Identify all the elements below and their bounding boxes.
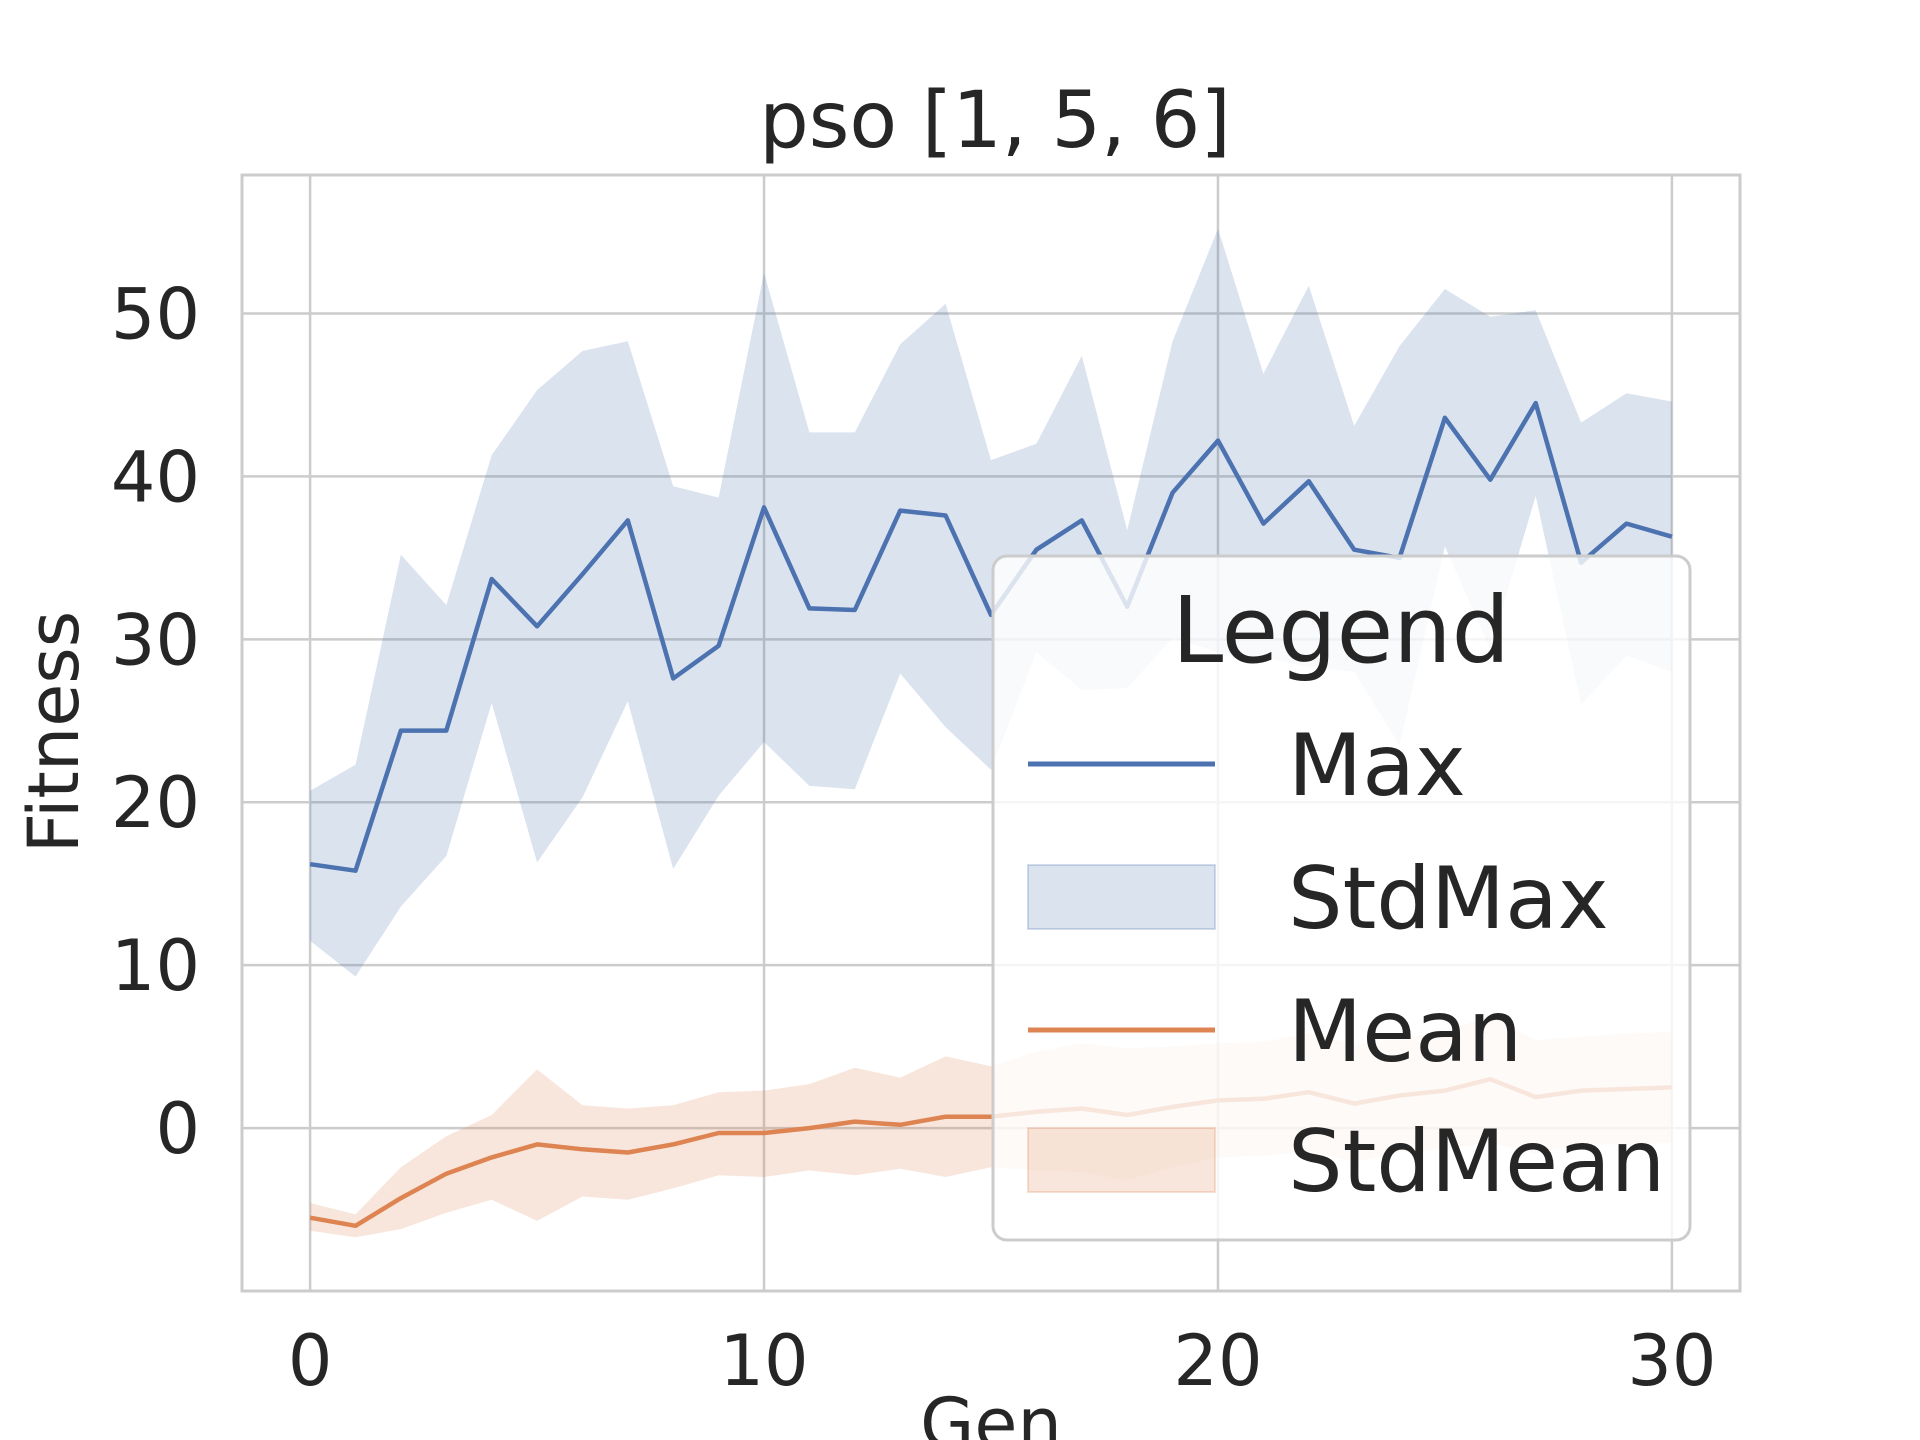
legend-stdmean-label: StdMean xyxy=(1288,1112,1665,1212)
legend-mean-label: Mean xyxy=(1288,982,1522,1082)
y-tick-label: 40 xyxy=(111,436,200,518)
legend-max-label: Max xyxy=(1288,716,1466,816)
y-tick-label: 50 xyxy=(111,273,200,355)
x-tick-label: 30 xyxy=(1627,1320,1716,1402)
y-tick-label: 20 xyxy=(111,762,200,844)
legend-stdmax-label: StdMax xyxy=(1288,849,1609,949)
legend-title: Legend xyxy=(1172,577,1510,684)
chart-title: pso [1, 5, 6] xyxy=(759,76,1231,166)
x-tick-label: 20 xyxy=(1173,1320,1262,1402)
y-tick-label: 10 xyxy=(111,925,200,1007)
legend-stdmean-swatch xyxy=(1028,1128,1215,1192)
x-tick-label: 0 xyxy=(288,1320,333,1402)
legend: Legend Max StdMax Mean StdMean xyxy=(993,556,1690,1240)
y-tick-label: 0 xyxy=(155,1088,200,1170)
y-axis-label: Fitness xyxy=(13,611,95,853)
y-tick-label: 30 xyxy=(111,599,200,681)
legend-stdmax-swatch xyxy=(1028,865,1215,929)
x-axis-label: Gen xyxy=(920,1383,1062,1440)
x-tick-label: 10 xyxy=(719,1320,808,1402)
